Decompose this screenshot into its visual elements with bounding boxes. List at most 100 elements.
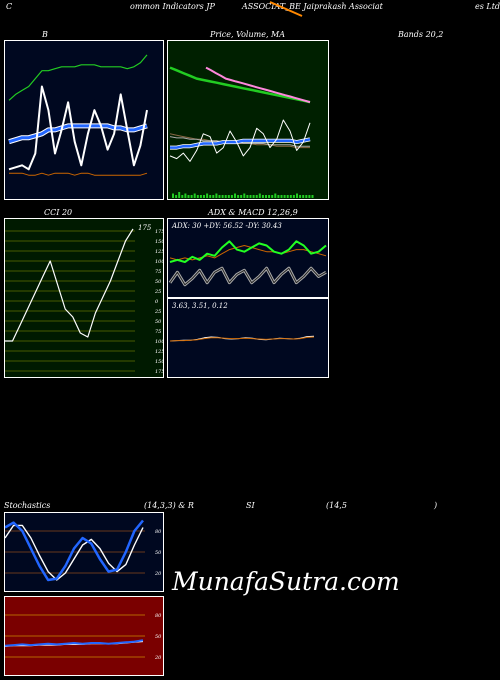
volume-bar — [286, 195, 289, 198]
volume-bar — [175, 195, 178, 198]
volume-bar — [221, 195, 224, 198]
rsi-chart: 80 50 20 — [5, 597, 163, 675]
volume-bar — [190, 195, 193, 198]
cci-tick-label: 175 — [155, 229, 163, 235]
cci-tick-label: 100 — [155, 339, 163, 345]
volume-bar — [212, 195, 215, 198]
volume-bar — [271, 195, 274, 198]
cci-tick-label: 125 — [155, 249, 163, 255]
rsi-params: (14,5 — [326, 501, 347, 510]
adx-line — [169, 267, 327, 286]
volume-bar — [199, 195, 202, 198]
macd-values: 3.63, 3.51, 0.12 — [172, 302, 228, 310]
volume-bar — [305, 195, 308, 198]
price-ma-pink — [205, 66, 311, 104]
bollinger-mid-band — [8, 124, 148, 144]
volume-bar — [289, 195, 292, 198]
volume-bar — [206, 193, 209, 198]
adx-macd-title: ADX & MACD 12,26,9 — [208, 208, 298, 217]
cci-tick-label: 0 — [155, 299, 159, 305]
header-mid2: ASSOCIAT_BE Jaiprakash Associat — [242, 2, 383, 11]
volume-bar — [196, 195, 199, 198]
volume-bar — [302, 195, 305, 198]
cci-tick-label: 25 — [154, 309, 161, 315]
stoch-tick-label: 50 — [155, 550, 162, 556]
price-ma-brown — [169, 133, 310, 149]
rsi-tick-label: 80 — [155, 613, 162, 619]
bollinger-title: B — [42, 30, 48, 39]
adx-chart: ADX: 30 +DY: 56.52 -DY: 30.43 — [168, 219, 328, 297]
volume-bar — [261, 195, 264, 198]
macd-panel: 3.63, 3.51, 0.12 — [167, 298, 329, 378]
cci-tick-label: 100 — [155, 259, 163, 265]
volume-bar — [187, 195, 190, 198]
header-orange-mark — [269, 1, 303, 17]
cci-tick-label: 150 — [155, 359, 163, 365]
panel-background — [5, 219, 163, 377]
rsi-tick-label: 50 — [155, 634, 162, 640]
volume-bar — [178, 192, 181, 198]
volume-bar — [296, 193, 298, 198]
stoch-title: Stochastics — [4, 501, 51, 510]
bollinger-chart — [5, 41, 163, 199]
volume-bar — [308, 195, 311, 198]
volume-bar — [224, 195, 227, 198]
adx-panel: ADX: 30 +DY: 56.52 -DY: 30.43 — [167, 218, 329, 298]
macd-signal — [169, 336, 315, 342]
volume-bar — [227, 195, 230, 198]
volume-bar — [283, 195, 286, 198]
price-line — [169, 119, 311, 162]
rsi-close: ) — [434, 501, 438, 510]
volume-bar — [255, 195, 258, 198]
bollinger-upper-band — [8, 54, 148, 101]
volume-bar — [246, 195, 249, 198]
cci-tick-label: 125 — [155, 349, 163, 355]
cci-panel: 1751501251007550250255075100125150175175 — [4, 218, 164, 378]
volume-bar — [249, 195, 252, 198]
price-ma-blue — [170, 138, 311, 149]
cci-tick-label: 50 — [155, 319, 162, 325]
bollinger-panel — [4, 40, 164, 200]
volume-bar — [230, 195, 233, 198]
price-ma-chart — [168, 41, 328, 199]
stoch-d-line — [5, 524, 144, 581]
volume-bar — [252, 195, 255, 198]
volume-bar — [280, 195, 283, 198]
volume-bar — [268, 195, 271, 198]
volume-bar — [172, 193, 174, 198]
adx-plus-di — [169, 240, 327, 263]
volume-bar — [243, 193, 246, 198]
cci-last-label: 175 — [138, 224, 152, 232]
volume-bar — [240, 195, 243, 198]
watermark: MunafaSutra.com — [172, 567, 400, 596]
macd-chart: 3.63, 3.51, 0.12 — [168, 299, 328, 377]
cci-chart: 1751501251007550250255075100125150175175 — [5, 219, 163, 377]
cci-tick-label: 75 — [155, 329, 161, 335]
cci-tick-label: 50 — [155, 279, 162, 285]
volume-bar — [258, 193, 261, 198]
volume-bar — [274, 193, 277, 198]
price-ma-panel — [167, 40, 329, 200]
header-mid1: ommon Indicators JP — [130, 2, 215, 11]
cci-title: CCI 20 — [44, 208, 73, 217]
stoch-tick-label: 20 — [154, 571, 162, 577]
bollinger-price-line — [8, 85, 148, 171]
volume-bar — [311, 195, 314, 198]
stoch-k-line — [5, 519, 144, 582]
panel-background — [168, 41, 328, 199]
rsi-tick-label: 20 — [154, 655, 162, 661]
volume-bar — [203, 195, 205, 198]
cci-tick-label: 75 — [155, 269, 161, 275]
stochastics-chart: 80 50 20 — [5, 513, 163, 591]
volume-bar — [237, 195, 240, 198]
stoch-tick-label: 80 — [155, 529, 162, 535]
cci-tick-label: 150 — [155, 239, 163, 245]
bollinger-lower-band — [9, 172, 148, 176]
volume-bar — [277, 195, 280, 198]
cci-tick-label: 25 — [154, 289, 161, 295]
adx-values: ADX: 30 +DY: 56.52 -DY: 30.43 — [171, 222, 282, 230]
bands-title: Bands 20,2 — [398, 30, 444, 39]
volume-bar — [299, 195, 302, 198]
cci-tick-label: 175 — [155, 369, 163, 375]
volume-bar — [265, 195, 267, 198]
